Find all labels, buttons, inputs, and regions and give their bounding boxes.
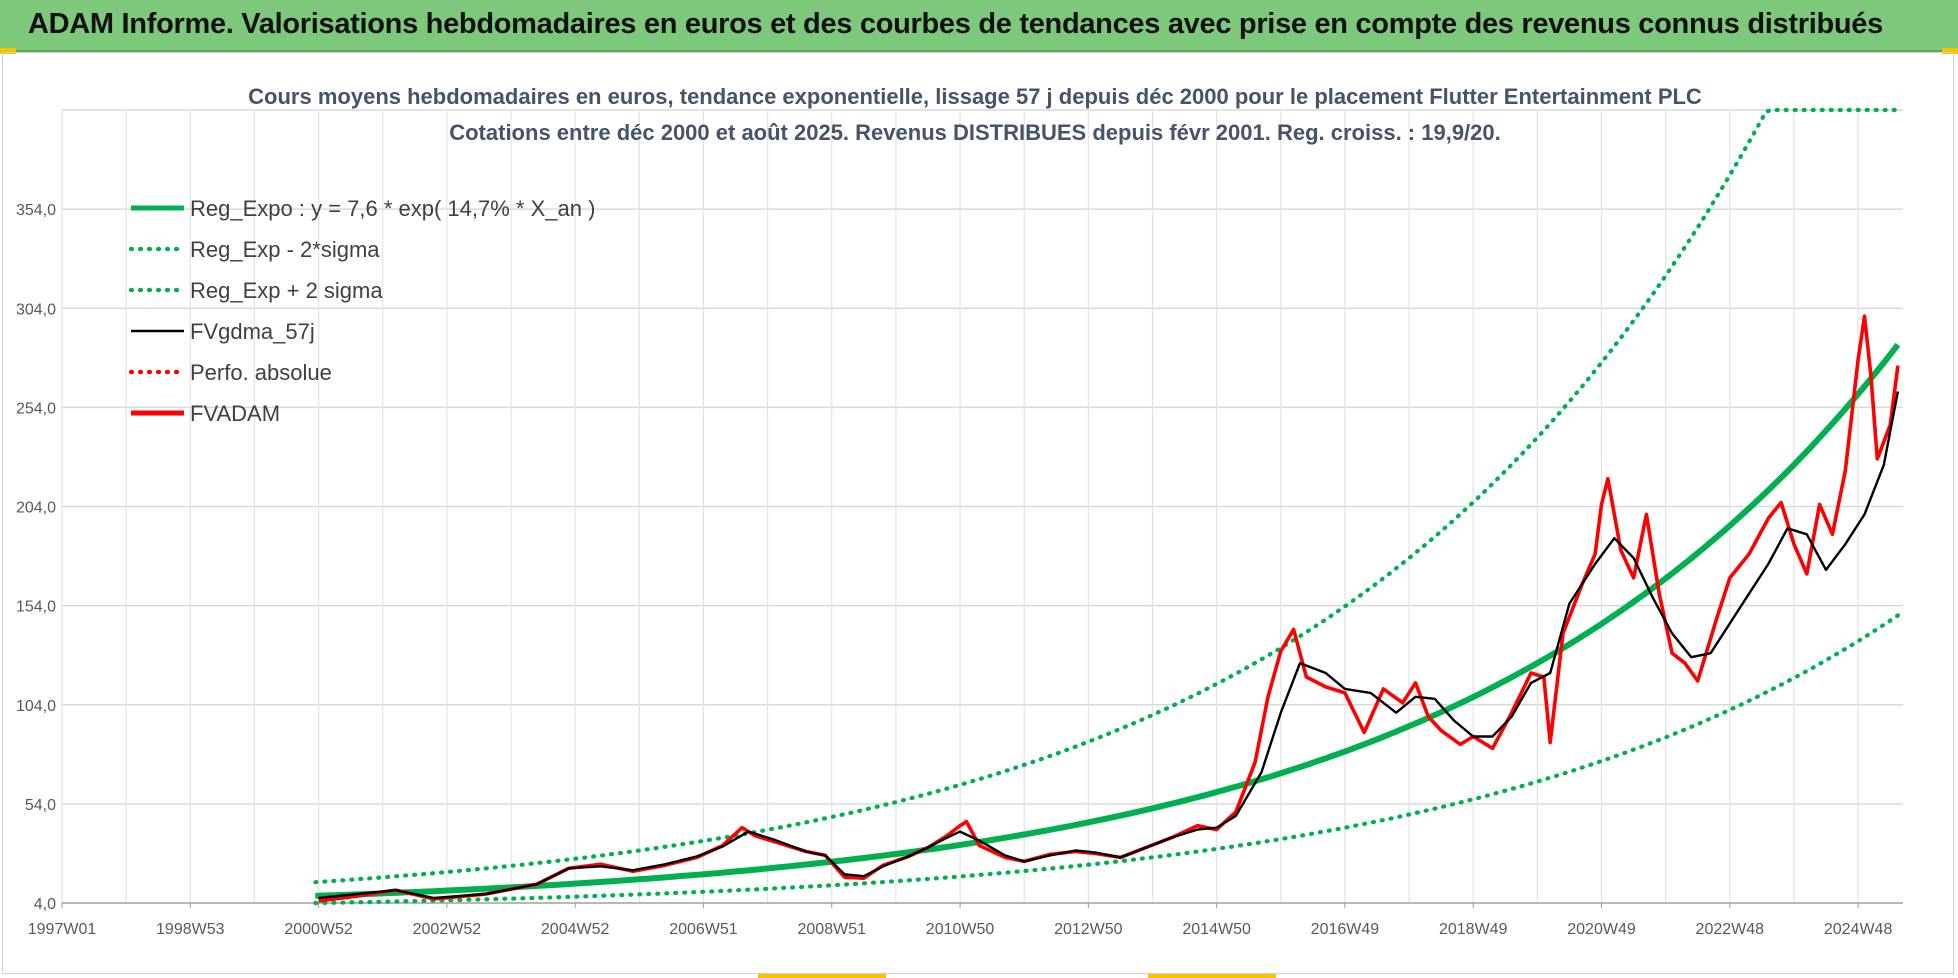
x-tick-label: 1998W53 xyxy=(156,921,225,938)
series-line-1 xyxy=(313,613,1900,906)
x-tick-label: 2002W52 xyxy=(413,921,482,938)
x-tick-label: 2008W51 xyxy=(798,921,867,938)
chart-frame xyxy=(2,52,1954,974)
y-tick-label: 204,0 xyxy=(16,500,56,517)
chart-title: Cours moyens hebdomadaires en euros, ten… xyxy=(248,84,1702,109)
corner-mark-left xyxy=(0,48,16,54)
x-tick-label: 2016W49 xyxy=(1311,921,1380,938)
scroll-mark-2 xyxy=(1148,974,1276,978)
y-tick-label: 304,0 xyxy=(16,301,56,318)
series-lines xyxy=(313,107,1901,906)
report-banner: ADAM Informe. Valorisations hebdomadaire… xyxy=(0,0,1958,52)
x-tick-label: 1997W01 xyxy=(28,921,97,938)
y-tick-label: 154,0 xyxy=(16,599,56,616)
series-line-2 xyxy=(313,107,1900,885)
report-title: ADAM Informe. Valorisations hebdomadaire… xyxy=(28,8,1883,40)
series-line-5 xyxy=(318,314,1900,903)
scroll-mark-1 xyxy=(758,974,886,978)
x-tick-label: 2012W50 xyxy=(1054,921,1123,938)
legend-label: Perfo. absolue xyxy=(190,360,332,385)
series-line-0 xyxy=(315,342,1901,899)
x-tick-label: 2000W52 xyxy=(284,921,353,938)
legend-label: FVADAM xyxy=(190,401,280,426)
legend-label: Reg_Expo : y = 7,6 * exp( 14,7% * X_an ) xyxy=(190,196,595,221)
y-tick-label: 354,0 xyxy=(16,202,56,219)
chart-subtitle: Cotations entre déc 2000 et août 2025. R… xyxy=(449,120,1501,145)
legend-label: Reg_Exp - 2*sigma xyxy=(190,237,380,262)
x-tick-label: 2024W48 xyxy=(1824,921,1893,938)
y-tick-label: 104,0 xyxy=(16,698,56,715)
y-tick-label: 254,0 xyxy=(16,400,56,417)
y-tick-label: 54,0 xyxy=(25,797,56,814)
x-tick-label: 2004W52 xyxy=(541,921,610,938)
legend-label: Reg_Exp + 2 sigma xyxy=(190,278,383,303)
series-line-3 xyxy=(318,391,1900,900)
x-tick-label: 2020W49 xyxy=(1567,921,1636,938)
legend-label: FVgdma_57j xyxy=(190,319,315,344)
x-tick-label: 2018W49 xyxy=(1439,921,1508,938)
x-tick-label: 2006W51 xyxy=(669,921,738,938)
legend: Reg_Expo : y = 7,6 * exp( 14,7% * X_an )… xyxy=(128,196,595,426)
x-tick-label: 2014W50 xyxy=(1182,921,1251,938)
grid-lines xyxy=(61,109,1903,904)
corner-mark-right xyxy=(1942,48,1958,54)
x-tick-label: 2022W48 xyxy=(1696,921,1765,938)
y-tick-label: 4,0 xyxy=(34,896,56,913)
x-tick-label: 2010W50 xyxy=(926,921,995,938)
